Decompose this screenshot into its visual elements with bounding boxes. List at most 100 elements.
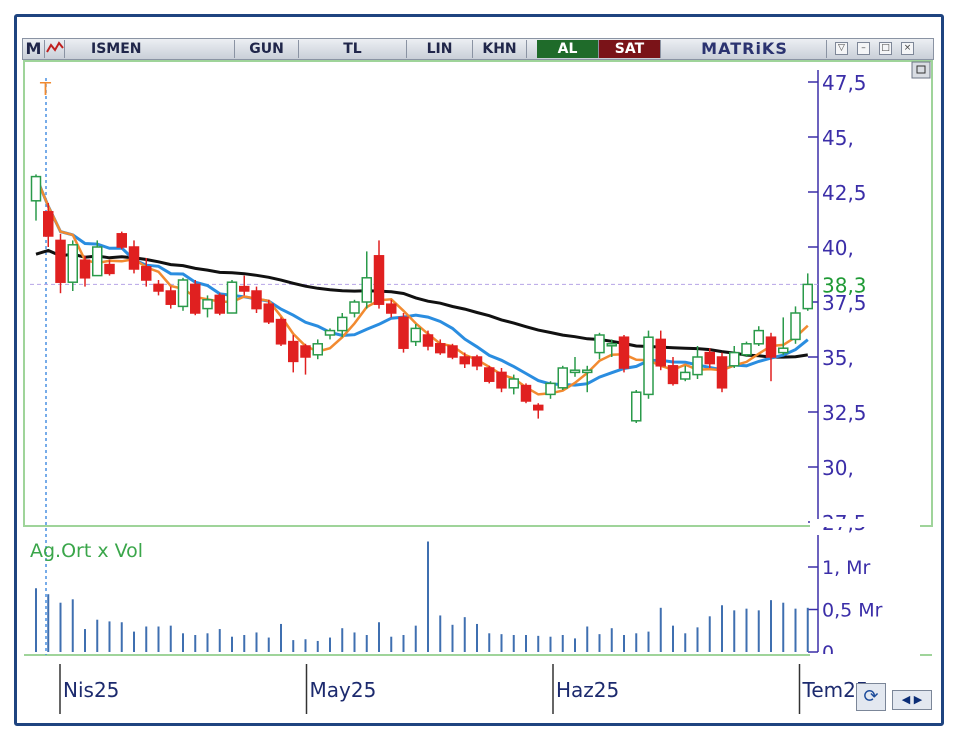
- candle-body: [79, 259, 91, 279]
- candle-body: [680, 371, 691, 380]
- candle-body: [214, 294, 225, 314]
- maximize-icon[interactable]: □: [879, 42, 892, 55]
- candle-body: [753, 329, 764, 345]
- candle: [533, 403, 544, 419]
- candle: [655, 330, 666, 371]
- chart-type-icon[interactable]: [45, 40, 65, 58]
- candle: [165, 286, 176, 309]
- axis-clip: [810, 519, 920, 527]
- ma-mid-line: [34, 176, 809, 387]
- candle-body: [643, 336, 654, 396]
- candle: [128, 240, 140, 274]
- candle: [741, 341, 752, 357]
- candle: [190, 280, 201, 316]
- candle-body: [545, 382, 556, 396]
- candle-body: [508, 378, 519, 389]
- chart-toolbar: M ISMEN GUN TL LIN KHN AL SAT MATRiKS ▽ …: [22, 38, 934, 60]
- candle: [520, 383, 532, 404]
- candle: [618, 335, 630, 373]
- candle-body: [30, 175, 42, 202]
- panel-restore-icon[interactable]: [911, 61, 931, 79]
- candle-body: [386, 303, 397, 314]
- candle: [398, 313, 409, 353]
- candle: [778, 317, 789, 355]
- candle-body: [729, 351, 740, 367]
- minimize-icon[interactable]: –: [857, 42, 870, 55]
- candle-body: [520, 384, 532, 402]
- symbol-field[interactable]: ISMEN: [65, 40, 235, 58]
- candle-body: [716, 356, 728, 389]
- candle: [92, 240, 103, 277]
- period-button[interactable]: GUN: [235, 40, 299, 58]
- y-tick-label: 32,5: [822, 401, 867, 425]
- candle-body: [55, 239, 66, 283]
- candle: [765, 332, 777, 382]
- candle: [435, 339, 446, 355]
- vol-axis-clip: [810, 654, 920, 660]
- candle-body: [300, 345, 311, 358]
- candle-body: [312, 343, 323, 356]
- candle: [239, 275, 250, 296]
- candle: [410, 324, 421, 346]
- candle: [422, 330, 434, 351]
- close-icon[interactable]: ×: [901, 42, 914, 55]
- candle-body: [165, 290, 176, 305]
- candle: [716, 352, 728, 393]
- candle: [67, 240, 78, 291]
- candle-body: [802, 283, 813, 310]
- scale-button[interactable]: LIN: [407, 40, 473, 58]
- candle: [337, 313, 348, 338]
- candle-body: [398, 316, 409, 349]
- candle: [802, 273, 813, 311]
- m-button[interactable]: M: [23, 40, 45, 58]
- candle: [79, 255, 91, 287]
- scroll-arrows-icon[interactable]: ◀ ▶: [892, 690, 932, 710]
- volume-tick-label: 0: [822, 642, 834, 664]
- khn-button[interactable]: KHN: [473, 40, 527, 58]
- candle: [582, 365, 593, 393]
- volume-panel-label: Ag.Ort x Vol: [30, 540, 143, 562]
- candle-body: [177, 279, 189, 308]
- candle-body: [667, 365, 679, 385]
- ma-long-line: [35, 248, 809, 359]
- candle: [471, 354, 483, 371]
- candle: [557, 365, 568, 390]
- candle: [226, 280, 238, 314]
- candle: [104, 260, 115, 276]
- candle: [667, 357, 679, 386]
- currency-button[interactable]: TL: [299, 40, 407, 58]
- dropdown-icon[interactable]: ▽: [835, 42, 848, 55]
- candle: [790, 306, 801, 344]
- candle: [177, 277, 189, 311]
- candle: [275, 317, 287, 346]
- candle-body: [496, 371, 507, 389]
- candle: [214, 293, 225, 316]
- candle-body: [618, 336, 630, 369]
- candle-body: [251, 290, 262, 310]
- candle-body: [141, 266, 152, 281]
- volume-tick-label: 1, Mr: [822, 557, 871, 579]
- candle: [508, 374, 519, 395]
- candle: [447, 343, 458, 360]
- candle: [496, 368, 507, 393]
- buy-button[interactable]: AL: [537, 40, 599, 58]
- candle-body: [741, 343, 752, 356]
- candle: [459, 352, 470, 368]
- candle: [373, 240, 385, 309]
- candle: [361, 251, 372, 309]
- sell-button[interactable]: SAT: [599, 40, 661, 58]
- candle-body: [202, 299, 213, 310]
- y-tick-label: 30,: [822, 456, 854, 480]
- y-tick-label: 35,: [822, 346, 854, 370]
- refresh-icon[interactable]: ⟳: [856, 683, 886, 711]
- candle: [484, 365, 495, 384]
- candle: [324, 328, 336, 340]
- x-tick-label: May25: [310, 678, 377, 702]
- candle: [116, 231, 127, 250]
- y-tick-label: 45,: [822, 126, 854, 150]
- candle: [349, 299, 360, 318]
- brand-label: MATRiKS: [663, 40, 827, 58]
- candle: [729, 346, 740, 368]
- candle-body: [153, 283, 164, 292]
